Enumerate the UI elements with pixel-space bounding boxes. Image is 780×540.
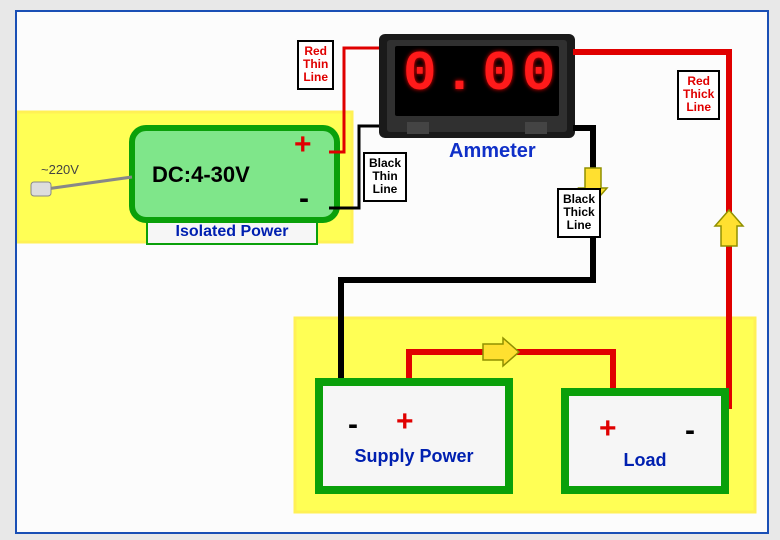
- flow-arrow-3: [715, 210, 743, 246]
- black-thick-label: BlackThickLine: [557, 188, 601, 238]
- mains-label: ~220V: [41, 162, 79, 177]
- supply-plus: +: [396, 407, 414, 437]
- supply-power-label: Supply Power: [329, 446, 499, 467]
- load-minus: -: [685, 416, 695, 446]
- red-thin-label: RedThinLine: [297, 40, 334, 90]
- iso-minus-terminal: -: [299, 184, 309, 214]
- dc-range-label: DC:4-30V: [152, 162, 250, 188]
- load-plus: +: [599, 414, 617, 444]
- iso-plus-terminal: +: [294, 130, 312, 160]
- load-box: [565, 392, 725, 490]
- supply-minus: -: [348, 410, 358, 440]
- ammeter-label: Ammeter: [449, 140, 536, 163]
- load-label: Load: [583, 450, 707, 471]
- black-thin-label: BlackThinLine: [363, 152, 407, 202]
- isolated-power-label: Isolated Power: [167, 223, 297, 241]
- red-thick-label: RedThickLine: [677, 70, 720, 120]
- ammeter-reading: 0.00: [403, 42, 561, 106]
